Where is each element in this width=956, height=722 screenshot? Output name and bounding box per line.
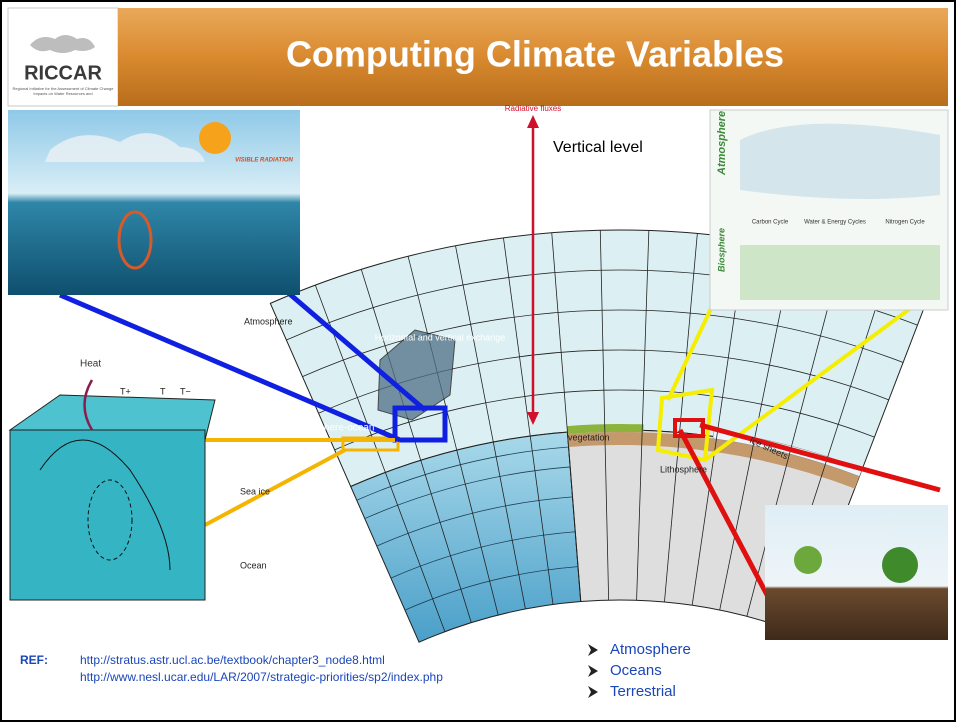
grid-ray [636, 230, 650, 601]
grid-ray [503, 237, 554, 605]
bullet-item: Oceans [610, 662, 662, 679]
logo-caption-box: Regional Initiative for the Assessment o… [12, 86, 114, 96]
atmosphere-ocean-label: Atmosphere-ocean [290, 423, 375, 434]
logo-map [30, 35, 95, 53]
ocean-label: Ocean [240, 560, 267, 570]
vegetation-band [566, 424, 644, 435]
ref-url: http://stratus.astr.ucl.ac.be/textbook/c… [80, 653, 385, 667]
blue-connector [283, 288, 427, 412]
bullet-arrow [588, 665, 598, 677]
isotherm [39, 439, 171, 571]
heat-arrow [83, 379, 94, 431]
lithosphere-label: Lithosphere [660, 464, 707, 474]
bullet-list: Atmosphere Oceans Terrestrial [588, 641, 691, 700]
bullet-arrow [588, 644, 598, 656]
grid-ray [551, 232, 582, 602]
t-label: T [160, 386, 166, 396]
red-connector [699, 422, 941, 493]
inset-nitrogen: Nitrogen Cycle [885, 220, 925, 226]
lithosphere-band [567, 432, 860, 489]
sea-ice-label: Sea ice [240, 486, 270, 496]
red-connector [677, 428, 778, 612]
radiative-fluxes: Radiative fluxes [505, 104, 561, 113]
inset-atmosphere: Atmosphere [716, 111, 728, 176]
logo-box [7, 7, 119, 107]
grid-arc [334, 389, 875, 451]
atmosphere-label: Atmosphere [244, 316, 293, 326]
logo-text: RICCAR [24, 62, 102, 84]
cube-front [9, 429, 206, 601]
atmosphere-cloud [740, 123, 940, 199]
orange-connector [204, 448, 346, 527]
t-plus: T+ [120, 386, 131, 396]
sun [199, 122, 231, 154]
inset-label: VISIBLE RADIATION [235, 158, 294, 164]
terrestrial-inset [765, 505, 948, 640]
cloud [45, 133, 205, 162]
inset-carbon: Carbon Cycle [752, 220, 789, 226]
eddy [87, 479, 133, 561]
heat-label: Heat [80, 359, 101, 370]
inset-biosphere: Biosphere [716, 228, 726, 272]
grid-ray [664, 233, 698, 603]
ref-url: http://www.nesl.ucar.edu/LAR/2007/strate… [80, 670, 443, 684]
exchange-label: Horizontal and vertical exchange [375, 332, 506, 342]
circulation [117, 210, 153, 270]
exchange-box [377, 329, 456, 421]
grid-ray [360, 269, 472, 623]
grid-ray [455, 245, 526, 610]
bullet-item: Terrestrial [610, 683, 676, 700]
grid-ray [314, 284, 446, 632]
vegetation-label: vegetation [568, 432, 610, 442]
grid-ray [746, 258, 842, 617]
inset-water: Water & Energy Cycles [804, 220, 866, 226]
logo-caption: Regional Initiative for the Assessment o… [12, 86, 114, 96]
arrow-head [527, 115, 539, 128]
grid-arc [302, 309, 904, 377]
grid-ray [407, 256, 499, 616]
biosphere-band [740, 245, 940, 300]
tree [794, 546, 822, 574]
bullet-arrow [588, 686, 598, 698]
ref-label: REF: [20, 653, 48, 667]
arrow-head [527, 412, 539, 425]
grid-ray [599, 230, 610, 601]
t-minus: T− [180, 386, 191, 396]
blue-connector [59, 292, 401, 443]
ice-sheet-band [712, 430, 863, 477]
title-banner [118, 8, 948, 106]
slide-title: Computing Climate Variables [286, 34, 784, 75]
vertical-level: Vertical level [553, 139, 643, 156]
tree [882, 547, 918, 583]
bullet-item: Atmosphere [610, 641, 691, 658]
